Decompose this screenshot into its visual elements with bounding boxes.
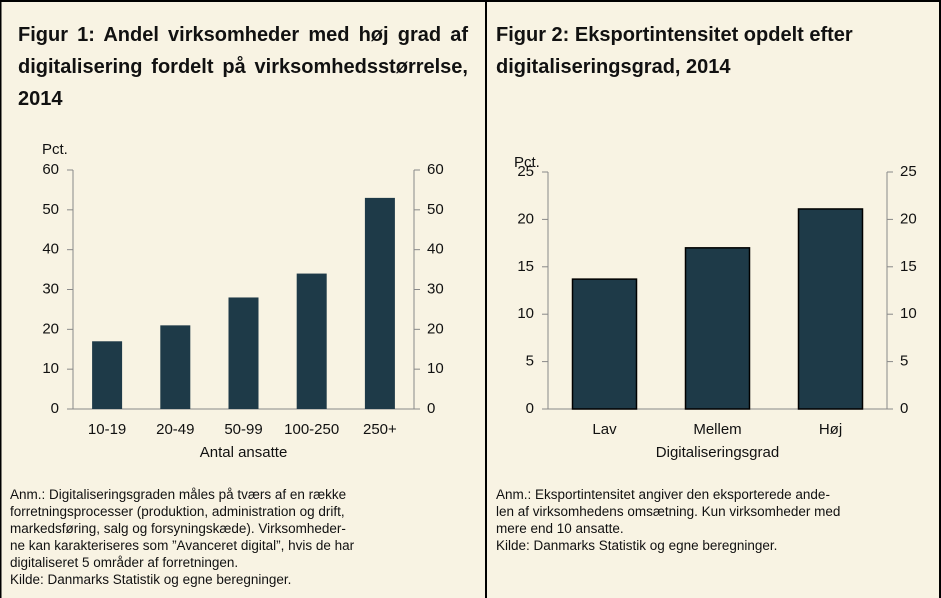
note-line: len af virksomhedens omsætning. Kun virk…: [496, 504, 841, 519]
bar: [797, 208, 864, 410]
bar: [296, 273, 327, 409]
y2-tick-label: 5: [900, 353, 908, 370]
y-tick-label: 10: [517, 305, 534, 322]
note: Anm.: Digitaliseringsgraden måles på tvæ…: [10, 486, 354, 588]
y2-tick-label: 15: [900, 258, 917, 275]
y-tick-label: 20: [42, 320, 59, 337]
bar: [684, 247, 751, 410]
y2-tick-label: 10: [427, 360, 444, 377]
x-tick-label: 20-49: [156, 421, 194, 438]
x-axis-label: Antal ansatte: [200, 444, 288, 461]
note-line: Anm.: Digitaliseringsgraden måles på tvæ…: [10, 487, 347, 502]
y-tick-label: 20: [517, 210, 534, 227]
y-tick-label: 60: [42, 161, 59, 178]
y-tick-label: 0: [51, 400, 59, 417]
x-axis-label: Digitaliseringsgrad: [656, 444, 779, 461]
y-tick-label: 10: [42, 360, 59, 377]
note-line: ne kan karakteriseres som ”Avanceret dig…: [10, 538, 355, 553]
note-line: forretningsprocesser (produktion, admini…: [10, 504, 345, 519]
y2-tick-label: 20: [900, 210, 917, 227]
note-line: mere end 10 ansatte.: [496, 521, 624, 536]
bar: [92, 341, 123, 409]
y2-tick-label: 25: [900, 163, 917, 180]
y-tick-label: 50: [42, 201, 59, 218]
bar: [571, 278, 638, 410]
y2-tick-label: 30: [427, 280, 444, 297]
y-tick-label: 5: [526, 353, 534, 370]
y-tick-label: 25: [517, 163, 534, 180]
source: Kilde: Danmarks Statistik og egne beregn…: [496, 538, 778, 553]
y2-tick-label: 0: [427, 400, 435, 417]
bar: [364, 197, 395, 409]
y2-tick-label: 0: [900, 400, 908, 417]
chart-title: Figur 1: Andel virksomheder med høj grad…: [18, 24, 468, 110]
chart-title: Figur 2: Eksportintensitet opdelt efter …: [496, 24, 853, 78]
source: Kilde: Danmarks Statistik og egne beregn…: [10, 572, 292, 587]
x-tick-label: 250+: [363, 421, 397, 438]
note: Anm.: Eksportintensitet angiver den eksp…: [496, 486, 840, 554]
x-tick-label: Mellem: [693, 421, 741, 438]
y-tick-label: 15: [517, 258, 534, 275]
y2-tick-label: 40: [427, 241, 444, 258]
y2-tick-label: 20: [427, 320, 444, 337]
bar: [228, 297, 259, 409]
y2-tick-label: 10: [900, 305, 917, 322]
y-tick-label: 0: [526, 400, 534, 417]
note-line: digitaliseret 5 områder af forretningen.: [10, 555, 239, 570]
axis-unit: Pct.: [42, 141, 68, 158]
y-tick-label: 30: [42, 280, 59, 297]
note-line: Anm.: Eksportintensitet angiver den eksp…: [496, 487, 830, 502]
axis-unit: Pct.: [514, 154, 540, 171]
y2-tick-label: 60: [427, 161, 444, 178]
x-tick-label: 100-250: [284, 421, 339, 438]
x-tick-label: 50-99: [224, 421, 262, 438]
y-tick-label: 40: [42, 241, 59, 258]
note-line: markedsføring, salg og forsyningskæde). …: [10, 521, 346, 536]
y2-tick-label: 50: [427, 201, 444, 218]
x-tick-label: 10-19: [88, 421, 126, 438]
x-tick-label: Lav: [592, 421, 617, 438]
x-tick-label: Høj: [819, 421, 842, 438]
bar: [160, 325, 191, 409]
